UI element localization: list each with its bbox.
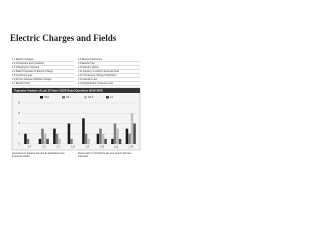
chapter-title: Electric Charges and Fields (10, 33, 117, 43)
bar (46, 138, 49, 144)
bar (87, 138, 90, 144)
note: Numericals on Coulomb's law and electric… (78, 152, 132, 158)
y-tick-label: 4 (19, 122, 21, 125)
x-tick-label: 1.9 (86, 146, 90, 149)
note: Questions on Gauss's law and its applica… (12, 152, 65, 158)
bar (55, 133, 59, 144)
legend-swatch (62, 96, 65, 99)
bar (111, 138, 114, 144)
topic-item: 1.1 Electric Charges (12, 58, 74, 62)
bar (84, 133, 88, 144)
x-tick-label: 1.8 (71, 146, 75, 149)
bar (128, 133, 131, 144)
topic-item: 1.9 Electric Flux (78, 62, 140, 66)
bar (67, 123, 71, 144)
legend-label: SA I (66, 96, 71, 99)
legend-swatch (40, 96, 43, 99)
bar (43, 133, 47, 144)
x-tick-label: 1.7 (57, 146, 61, 149)
page: Electric Charges and Fields 1.1 Electric… (0, 0, 149, 198)
bar (26, 138, 30, 144)
bar (130, 113, 134, 144)
topic-item: 1.14 Applications of Gauss's Law (78, 82, 140, 86)
chart-title: Topicwise Analysis of Last 10 Years' CBS… (14, 88, 103, 92)
topic-item: 1.13 Gauss's Law (78, 78, 140, 82)
bar (38, 138, 42, 144)
y-tick-label: 2 (19, 132, 21, 135)
topic-item: 1.6 Forces between Multiple Charges (12, 78, 74, 82)
topic-item: 1.2 Conductors and Insulators (12, 62, 74, 66)
topic-item: 1.4 Basic Properties of Electric Charge (12, 70, 74, 74)
legend-swatch (106, 96, 109, 99)
bar (113, 123, 117, 144)
topic-list: 1.1 Electric Charges 1.2 Conductors and I… (12, 58, 140, 86)
bar (125, 128, 129, 144)
bar (116, 128, 119, 144)
topic-item: 1.11 Dipole in a Uniform External Field (78, 70, 140, 74)
notes: Questions on Gauss's law and its applica… (12, 152, 140, 158)
bar (118, 138, 122, 144)
x-tick-label: 1.5 (42, 146, 46, 149)
topic-item: 1.7 Electric Field (12, 82, 74, 86)
topic-item: 1.8 Electric Field Lines (78, 58, 140, 62)
topic-item: 1.12 Continuous Charge Distribution (78, 74, 140, 78)
bar (82, 118, 85, 144)
topic-item: 1.5 Coulomb's Law (12, 74, 74, 78)
bar (41, 128, 44, 144)
bar (96, 133, 100, 144)
y-tick-label: 6 (19, 112, 21, 115)
legend-label: VSA (44, 96, 49, 99)
x-tick-label: 1.11 (114, 146, 119, 149)
bar (70, 138, 73, 144)
bar (104, 138, 107, 144)
bar (133, 123, 136, 144)
chart: Topicwise Analysis of Last 10 Years' CBS… (11, 87, 141, 151)
bar (101, 133, 105, 144)
bar (58, 138, 61, 144)
chart-header (12, 88, 140, 93)
x-tick-label: 1.14 (128, 146, 133, 149)
legend-swatch (84, 96, 87, 99)
topic-item: 1.3 Charging by Induction (12, 66, 74, 70)
x-tick-label: 1.4 (28, 146, 32, 149)
bar (99, 128, 102, 144)
topic-item: 1.10 Electric Dipole (78, 66, 140, 70)
bar (53, 128, 56, 144)
x-tick-label: 1.10 (99, 146, 104, 149)
y-tick-label: 0 (19, 143, 21, 146)
legend-label: SA II (88, 96, 94, 99)
y-tick-label: 8 (19, 102, 21, 105)
bar (24, 133, 27, 144)
legend-label: LA (110, 96, 113, 99)
